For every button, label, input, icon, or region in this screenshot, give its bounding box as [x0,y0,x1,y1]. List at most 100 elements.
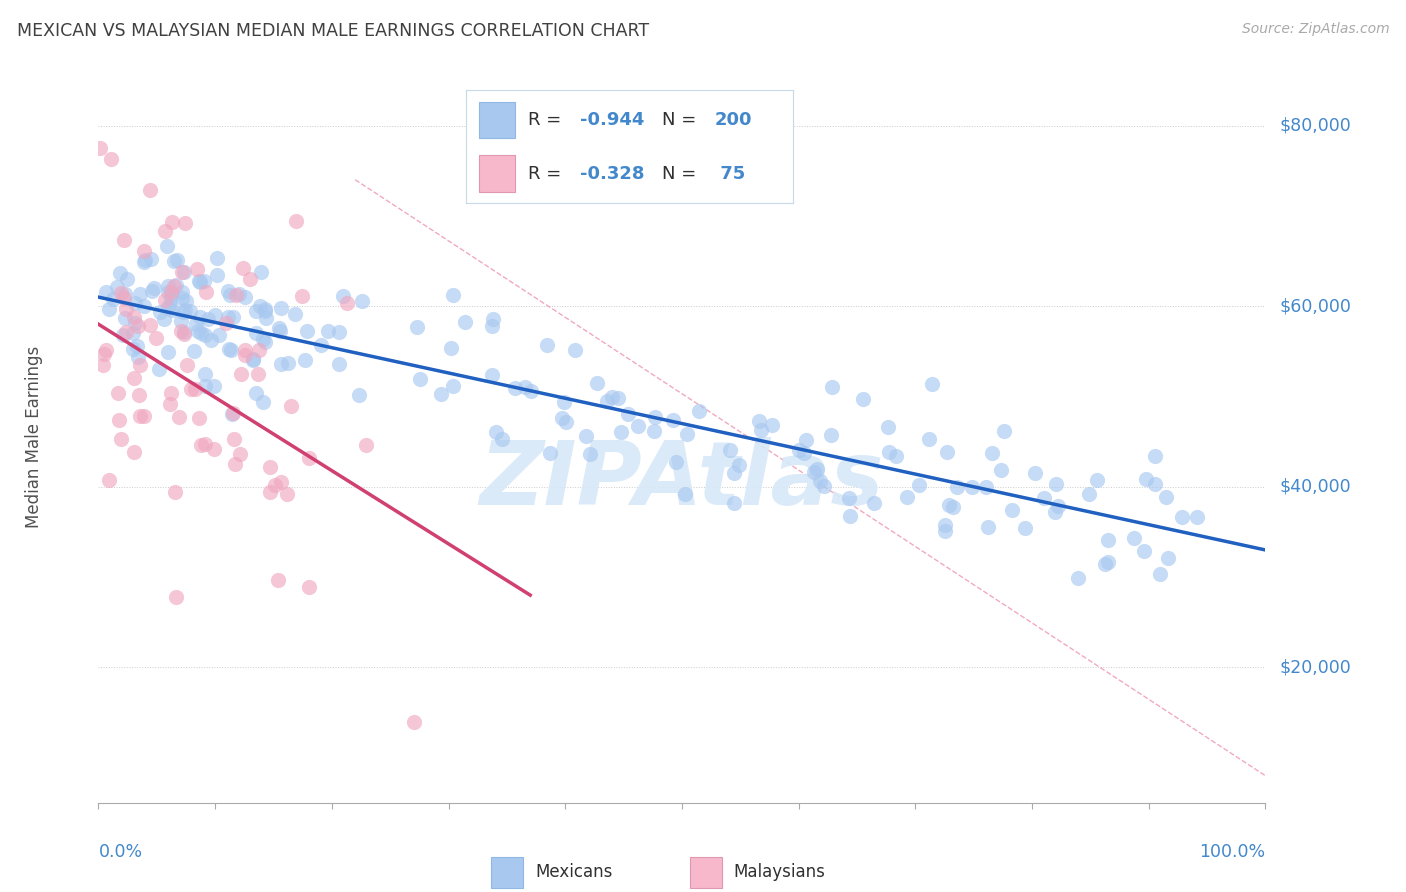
Point [280,400,302,414]
Point [538,445,561,459]
Point [519,384,541,398]
Point [159,396,181,410]
Point [1045,476,1067,491]
Point [586,376,609,390]
Point [197,312,219,326]
Point [115,272,138,286]
Point [180,382,202,396]
Point [183,344,205,359]
Point [193,274,215,288]
Text: Median Male Earnings: Median Male Earnings [25,346,44,528]
Point [179,304,201,318]
Point [945,479,967,493]
Point [122,371,145,385]
Point [596,394,619,409]
Point [643,425,665,439]
Point [242,352,264,367]
Point [204,308,226,322]
Point [107,385,129,400]
Point [176,359,198,373]
Point [160,286,183,301]
Point [194,437,217,451]
Point [676,427,699,442]
Point [187,274,209,288]
Point [1185,510,1208,524]
Point [485,425,508,439]
Text: 100.0%: 100.0% [1199,843,1265,861]
Point [228,286,250,301]
Point [232,261,254,276]
Point [246,367,269,381]
Point [250,265,273,279]
Point [122,445,145,459]
Point [97,301,120,316]
Point [934,524,956,538]
Point [1135,472,1157,486]
Point [173,325,195,339]
Point [934,517,956,532]
Point [441,379,464,393]
Point [194,328,217,343]
Point [1024,466,1046,480]
Point [575,429,598,443]
Point [515,380,537,394]
Point [253,301,276,316]
Point [723,466,745,480]
Point [165,278,187,293]
Point [430,386,453,401]
Point [803,465,825,479]
Point [551,410,574,425]
Point [127,318,149,333]
Point [170,265,193,279]
Point [188,275,211,289]
Point [253,304,276,318]
Point [1170,510,1192,524]
Point [297,580,319,594]
Point [347,388,370,402]
Point [124,310,146,324]
Point [820,428,842,442]
Point [294,352,316,367]
Point [204,442,226,456]
Point [134,252,156,267]
Point [96,285,118,299]
Point [169,324,191,338]
Point [1123,531,1146,545]
Point [270,475,292,490]
Point [440,341,463,355]
Point [200,333,222,347]
Point [553,395,575,409]
Point [606,392,628,406]
Point [129,286,152,301]
Point [942,500,965,514]
Point [101,292,124,306]
Point [662,413,685,427]
Point [264,478,287,492]
Point [402,714,425,729]
Point [1094,558,1116,572]
Point [124,296,146,310]
Point [162,254,184,268]
Point [221,406,243,420]
Point [749,424,772,438]
Point [186,261,208,276]
Point [127,350,149,364]
Point [163,279,186,293]
Point [977,519,1000,533]
Point [921,376,943,391]
Point [163,485,186,500]
Point [153,312,176,326]
Point [276,356,298,370]
Point [723,495,745,509]
Point [748,414,770,428]
Point [718,442,741,457]
Point [97,473,120,487]
Point [270,357,292,371]
Point [202,378,225,392]
Point [112,291,135,305]
Point [328,357,350,371]
Point [114,286,136,301]
Point [229,447,252,461]
Point [602,390,624,404]
Point [332,289,354,303]
